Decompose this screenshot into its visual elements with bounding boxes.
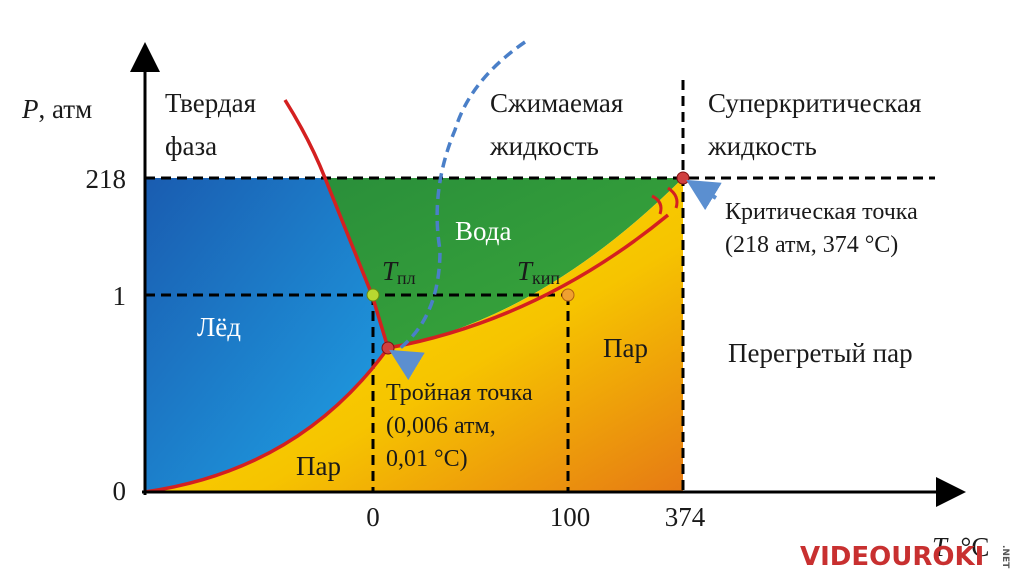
- watermark-suffix: .NET: [1000, 545, 1010, 569]
- triple-point: [381, 341, 395, 355]
- pointer-arrow: [686, 179, 722, 211]
- watermark: VIDEOUROKI: [800, 542, 984, 572]
- anomaly-curve: [393, 40, 526, 354]
- pointer-arrow: [389, 349, 425, 381]
- region-label: жидкость: [489, 131, 599, 161]
- region-label: Пар: [296, 451, 341, 481]
- x-tick-label: 374: [665, 502, 706, 532]
- region-label: фаза: [165, 131, 217, 161]
- region-label: Суперкритическая: [708, 88, 921, 118]
- y-tick-label: 1: [113, 281, 127, 311]
- melting-curve: [283, 99, 390, 349]
- vapor-region: [145, 178, 683, 492]
- critical-point: [676, 171, 690, 185]
- x-tick-label: 100: [550, 502, 591, 532]
- region-label: Твердая: [165, 88, 256, 118]
- region-label: Вода: [455, 216, 511, 246]
- region-label: Сжимаемая: [490, 88, 623, 118]
- point-label: (0,006 атм,: [386, 413, 496, 439]
- boiling-point: [561, 288, 575, 302]
- x-tick-label: 0: [366, 502, 380, 532]
- y-tick-label: 0: [113, 476, 127, 506]
- x-axis-label: T, °C: [932, 532, 989, 562]
- point-label: (218 атм, 374 °C): [725, 232, 898, 258]
- point-label: Критическая точка: [725, 199, 918, 225]
- point-label: Tкип: [517, 256, 560, 288]
- point-label: 0,01 °C): [386, 446, 468, 472]
- point-label: Tпл: [382, 256, 416, 288]
- y-tick-label: 218: [86, 164, 127, 194]
- y-axis-label: P, атм: [21, 94, 92, 124]
- point-label: Тройная точка: [386, 380, 533, 406]
- break-mark: [651, 186, 679, 215]
- region-label: жидкость: [707, 131, 817, 161]
- region-label: Лёд: [197, 312, 241, 342]
- water-region: [325, 178, 683, 348]
- melting-point: [366, 288, 380, 302]
- region-label: Перегретый пар: [728, 338, 913, 368]
- vaporization-curve: [387, 213, 670, 350]
- region-label: Пар: [603, 333, 648, 363]
- sublimation-curve: [144, 346, 390, 494]
